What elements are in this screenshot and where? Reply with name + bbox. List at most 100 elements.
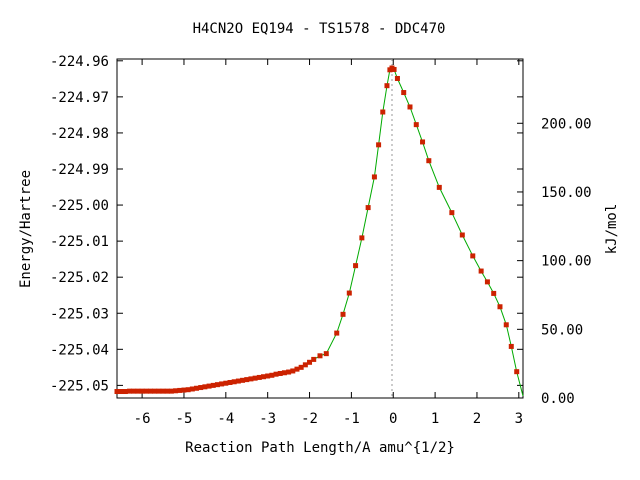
data-point	[260, 374, 266, 380]
data-point	[436, 184, 442, 190]
data-point	[449, 210, 455, 216]
data-point	[401, 90, 407, 96]
data-point	[365, 205, 371, 211]
x-tick-label: 2	[473, 411, 481, 427]
data-point	[317, 353, 323, 359]
x-tick-label: -6	[134, 411, 151, 427]
data-point	[413, 122, 419, 128]
data-point	[394, 75, 400, 81]
data-point	[359, 235, 365, 241]
y-tick-label: -224.99	[50, 162, 109, 178]
energy-profile-points	[114, 65, 520, 395]
y-tick-label: -225.00	[50, 198, 109, 214]
data-point	[470, 253, 476, 259]
data-point	[426, 158, 432, 164]
data-point	[164, 388, 170, 394]
data-point	[210, 382, 216, 388]
y2-tick-label: 50.00	[541, 322, 583, 338]
data-point	[127, 388, 133, 394]
data-point	[298, 364, 304, 370]
y2-axis-ticks: 0.00 50.00 100.00 150.00 200.00	[517, 116, 592, 407]
data-point	[281, 370, 287, 376]
y-tick-label: -224.97	[50, 90, 109, 106]
data-point	[273, 371, 279, 377]
x-tick-label: 0	[389, 411, 397, 427]
data-point	[223, 380, 229, 386]
x-tick-label: -5	[176, 411, 193, 427]
data-point	[478, 268, 484, 274]
data-point	[135, 388, 141, 394]
y-tick-label: -224.96	[50, 54, 109, 70]
y2-tick-label: 100.00	[541, 254, 592, 270]
data-point	[307, 359, 313, 365]
chart-title: H4CN2O EQ194 - TS1578 - DDC470	[193, 21, 446, 37]
y2-tick-label: 150.00	[541, 185, 592, 201]
data-point	[194, 385, 200, 391]
data-point	[256, 374, 262, 380]
plot-frame	[116, 58, 524, 399]
data-point	[353, 263, 359, 269]
y-tick-label: -225.02	[50, 270, 109, 286]
data-point	[290, 368, 296, 374]
data-point	[302, 362, 308, 368]
data-point	[514, 369, 520, 375]
data-point	[244, 377, 250, 383]
data-point	[235, 378, 241, 384]
y2-tick-label: 0.00	[541, 391, 575, 407]
data-point	[484, 279, 490, 285]
data-point	[219, 381, 225, 387]
data-point	[227, 379, 233, 385]
data-point	[277, 370, 283, 376]
data-point	[143, 388, 149, 394]
data-point	[311, 356, 317, 362]
data-point	[131, 388, 137, 394]
data-point	[265, 373, 271, 379]
data-point	[181, 387, 187, 393]
data-point	[286, 369, 292, 375]
data-point	[248, 376, 254, 382]
data-point	[139, 388, 145, 394]
data-point	[240, 377, 246, 383]
data-point	[214, 382, 220, 388]
data-point	[185, 387, 191, 393]
data-point	[269, 372, 275, 378]
data-point	[294, 366, 300, 372]
data-point	[114, 389, 120, 395]
data-point	[160, 388, 166, 394]
x-tick-label: 3	[515, 411, 523, 427]
x-tick-label: -4	[217, 411, 234, 427]
y-axis-label: Energy/Hartree	[18, 170, 34, 288]
x-tick-label: -3	[259, 411, 276, 427]
data-point	[177, 387, 183, 393]
y-tick-label: -225.01	[50, 234, 109, 250]
x-tick-label: 1	[431, 411, 439, 427]
data-point	[323, 351, 329, 357]
data-point	[118, 389, 124, 395]
data-point	[198, 385, 204, 391]
data-point	[371, 174, 377, 180]
data-point	[508, 343, 514, 349]
data-point	[168, 388, 174, 394]
data-point	[152, 388, 158, 394]
data-point	[384, 83, 390, 89]
data-point	[231, 379, 237, 385]
data-point	[376, 142, 382, 148]
data-point	[420, 139, 426, 145]
data-point	[346, 290, 352, 296]
energy-profile-line	[117, 67, 524, 397]
y-tick-label: -225.04	[50, 342, 109, 358]
data-point	[334, 330, 340, 336]
y2-tick-label: 200.00	[541, 116, 592, 132]
data-point	[497, 304, 503, 310]
data-point	[340, 311, 346, 317]
data-point	[122, 389, 128, 395]
x-tick-label: -1	[343, 411, 360, 427]
data-point	[380, 109, 386, 115]
data-point	[503, 322, 509, 328]
y-tick-label: -225.05	[50, 378, 109, 394]
y-tick-label: -224.98	[50, 126, 109, 142]
y-axis-ticks: -224.96 -224.97 -224.98 -224.99 -225.00 -225.…	[50, 54, 523, 394]
data-point	[173, 388, 179, 394]
y2-axis-label: kJ/mol	[604, 204, 620, 255]
